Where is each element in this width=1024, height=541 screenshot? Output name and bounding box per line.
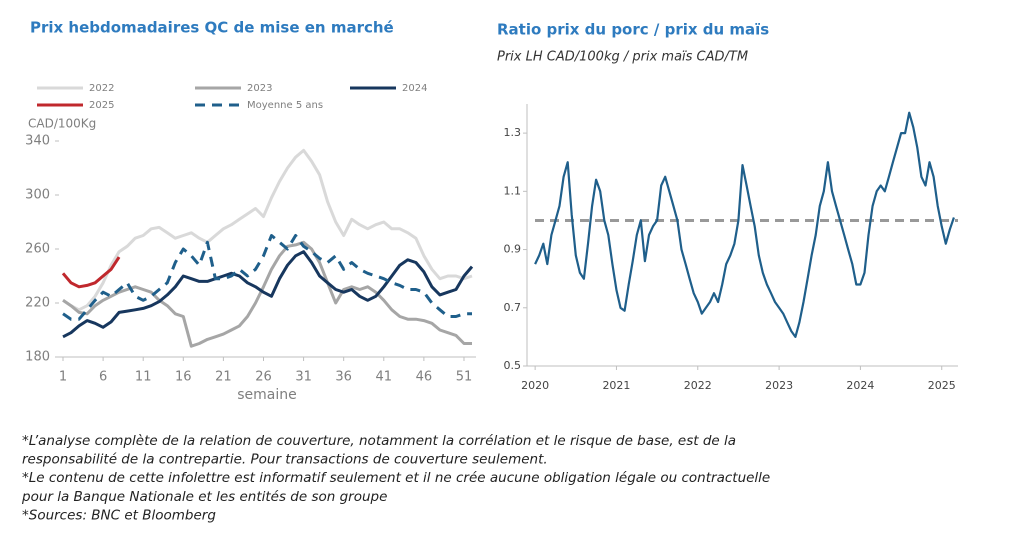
x-tick-label: 36 (335, 370, 352, 385)
y-tick-label: 0.9 (504, 243, 522, 256)
x-tick-label: 11 (135, 370, 152, 385)
x-tick-label: 2023 (765, 379, 793, 392)
x-tick-label: 2022 (684, 379, 712, 392)
x-tick-label: 51 (456, 370, 473, 385)
chart-subtitle: Prix LH CAD/100kg / prix maïs CAD/TM (497, 50, 748, 65)
x-tick-label: 2021 (602, 379, 630, 392)
series-line (62, 148, 473, 312)
x-tick-label: 41 (376, 370, 393, 385)
y-tick-label: 300 (25, 188, 50, 203)
x-tick-label: 6 (99, 370, 107, 385)
y-axis-label: CAD/100Kg (28, 117, 96, 131)
footnote: pour la Banque Nationale et les entités … (21, 489, 387, 505)
footnote: responsabilité de la contrepartie. Pour … (22, 452, 548, 468)
x-tick-label: 1 (59, 370, 67, 385)
footnotes: *L’analyse complète de la relation de co… (21, 433, 770, 523)
legend-label: 2024 (402, 83, 427, 94)
x-tick-label: 2025 (928, 379, 956, 392)
y-tick-label: 220 (25, 296, 50, 311)
x-axis-label: semaine (237, 387, 297, 403)
y-tick-label: 1.1 (504, 184, 522, 197)
x-tick-label: 26 (255, 370, 272, 385)
x-tick-label: 21 (215, 370, 232, 385)
footnote: *Sources: BNC et Bloomberg (22, 507, 216, 523)
series-line (62, 234, 472, 321)
series-line (62, 250, 474, 339)
legend-label: Moyenne 5 ans (247, 100, 323, 111)
y-tick-label: 0.5 (504, 359, 522, 372)
series-line (61, 256, 121, 289)
footnote: *L’analyse complète de la relation de co… (22, 433, 736, 449)
y-tick-label: 180 (25, 350, 50, 365)
y-tick-label: 1.3 (504, 126, 522, 139)
chart-title: Ratio prix du porc / prix du maïs (497, 21, 769, 39)
chart-title: Prix hebdomadaires QC de mise en marché (30, 19, 394, 37)
x-tick-label: 46 (416, 370, 433, 385)
x-tick-label: 16 (175, 370, 192, 385)
legend-label: 2022 (89, 83, 114, 94)
legend-label: 2023 (247, 83, 272, 94)
x-tick-label: 2024 (846, 379, 874, 392)
legend-label: 2025 (89, 100, 114, 111)
x-tick-label: 2020 (521, 379, 549, 392)
y-tick-label: 260 (25, 242, 50, 257)
series-line (534, 111, 955, 338)
x-tick-label: 31 (295, 370, 312, 385)
y-tick-label: 0.7 (504, 301, 522, 314)
y-tick-label: 340 (25, 134, 50, 149)
footnote: *Le contenu de cette infolettre est info… (22, 470, 770, 486)
